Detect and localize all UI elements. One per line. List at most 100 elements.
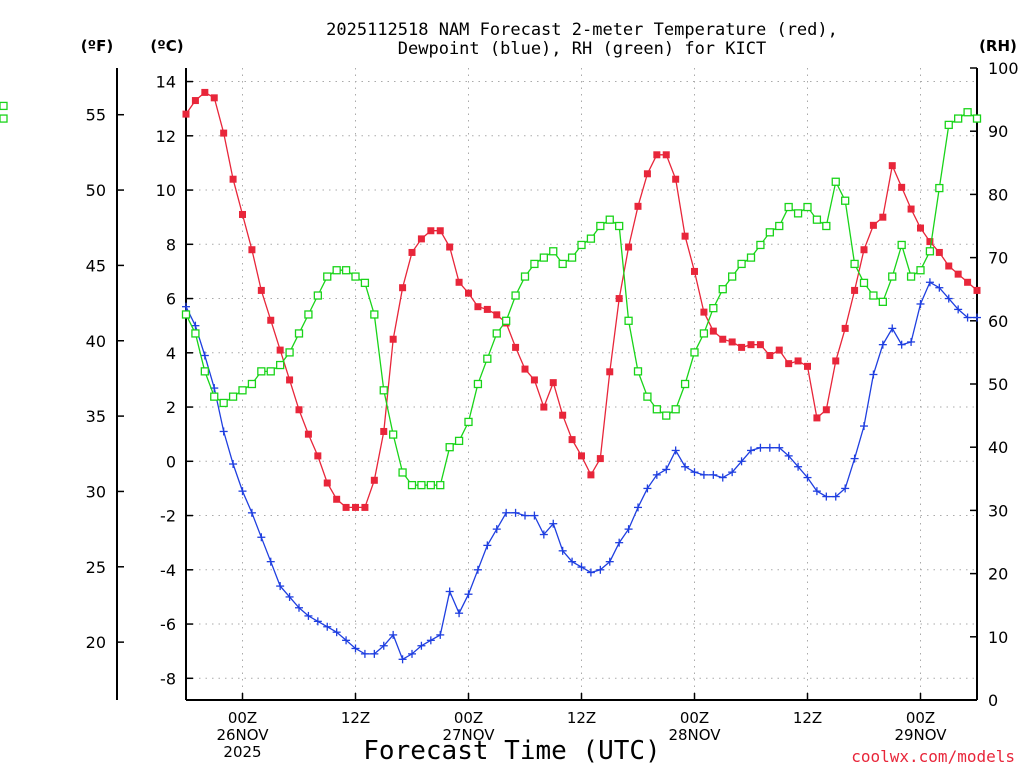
dewpoint-point: [455, 609, 464, 618]
rh-point: [775, 221, 784, 231]
dewpoint-point: [897, 340, 906, 349]
dewpoint-point: [445, 587, 454, 596]
x-tick-label: 00Z: [228, 709, 257, 727]
rh-point: [944, 120, 953, 130]
temperature-point: [804, 362, 811, 370]
dewpoint-point: [652, 470, 661, 479]
temperature-point: [691, 267, 698, 275]
dewpoint-point: [775, 443, 784, 452]
rh-point: [238, 386, 247, 395]
fahrenheit-unit-label: (ºF): [81, 37, 113, 55]
x-tick-label: 00Z: [906, 709, 935, 727]
temperature-point: [935, 248, 943, 256]
rh-tick-label: 100: [988, 59, 1019, 78]
celsius-tick-label: 6: [166, 290, 176, 309]
rh-point: [954, 114, 963, 123]
dewpoint-point: [464, 590, 473, 599]
temperature-point: [352, 503, 359, 511]
rh-point: [577, 240, 586, 250]
fahrenheit-tick-label: 30: [86, 482, 106, 501]
rh-point: [935, 183, 944, 193]
dewpoint-point: [925, 278, 934, 287]
rh-tick-label: 40: [988, 438, 1008, 457]
rh-point: [0, 101, 8, 111]
rh-point: [389, 430, 398, 439]
rh-point: [530, 259, 539, 269]
rh-tick-label: 50: [988, 375, 1008, 394]
dewpoint-point: [521, 511, 529, 520]
dewpoint-point: [408, 649, 416, 658]
credit-text: coolwx.com/models: [851, 747, 1015, 766]
dewpoint-point: [643, 484, 652, 493]
dewpoint-point: [332, 628, 341, 637]
fahrenheit-tick-label: 50: [86, 181, 106, 200]
rh-point: [464, 417, 473, 427]
temperature-point: [766, 352, 774, 360]
dewpoint-point: [841, 484, 850, 493]
rh-point: [662, 411, 671, 420]
rh-point: [906, 272, 916, 281]
temperature-point: [700, 308, 708, 316]
rh-point: [690, 348, 699, 357]
rh-point: [765, 228, 774, 237]
rh-point: [276, 360, 285, 370]
dewpoint-point: [756, 443, 765, 452]
rh-point: [502, 316, 511, 325]
rh-point: [473, 379, 483, 389]
dewpoint-point: [285, 592, 294, 601]
dewpoint-point: [398, 655, 407, 664]
x-tick-label: 27NOV: [442, 726, 495, 744]
dewpoint-point: [907, 337, 916, 346]
celsius-tick-label: 2: [166, 398, 176, 417]
x-tick-label: 00Z: [454, 709, 483, 727]
dewpoint-point: [709, 470, 718, 479]
rh-point: [652, 405, 661, 414]
dewpoint-point: [436, 630, 445, 639]
rh-point: [454, 436, 464, 446]
temperature-point: [907, 205, 915, 213]
rh-point: [680, 379, 690, 389]
rh-point: [200, 367, 209, 376]
temperature-point: [587, 471, 595, 479]
dewpoint-point: [747, 446, 755, 455]
x-tick-label: 26NOV: [216, 726, 269, 744]
dewpoint-point: [191, 321, 200, 330]
rh-point: [916, 266, 925, 275]
rh-point: [841, 196, 850, 205]
dewpoint-point: [483, 541, 492, 550]
temperature-point: [512, 343, 520, 351]
rh-point: [746, 253, 756, 262]
temperature-point: [568, 436, 576, 444]
temperature-point: [257, 286, 265, 294]
x-tick-label: 12Z: [567, 709, 596, 727]
rh-point: [511, 291, 520, 300]
dewpoint-point: [916, 299, 925, 308]
dewpoint-point: [379, 641, 388, 650]
dewpoint-point: [596, 565, 605, 574]
temperature-point: [295, 406, 303, 414]
temperature-point: [380, 427, 388, 435]
rh-tick-label: 30: [988, 501, 1008, 520]
rh-point: [323, 272, 332, 281]
temperature-point: [210, 94, 218, 102]
rh-tick-label: 70: [988, 249, 1008, 268]
rh-point: [888, 272, 897, 281]
rh-unit-label: (RH): [979, 37, 1017, 55]
rh-point: [520, 272, 530, 281]
rh-point: [925, 247, 935, 256]
dewpoint-point: [869, 370, 878, 379]
temperature-point: [276, 346, 284, 354]
dewpoint-point: [671, 446, 680, 455]
temperature-point: [681, 232, 689, 240]
x-tick-label: 29NOV: [894, 726, 947, 744]
dewpoint-point: [850, 454, 859, 463]
temperature-point: [954, 270, 962, 278]
rh-point: [247, 379, 257, 389]
rh-point: [210, 392, 219, 401]
temperature-point: [945, 262, 953, 270]
rh-tick-label: 80: [988, 185, 1008, 204]
dewpoint-point: [323, 622, 332, 631]
temperature-point: [973, 286, 981, 294]
temperature-point: [342, 503, 350, 511]
